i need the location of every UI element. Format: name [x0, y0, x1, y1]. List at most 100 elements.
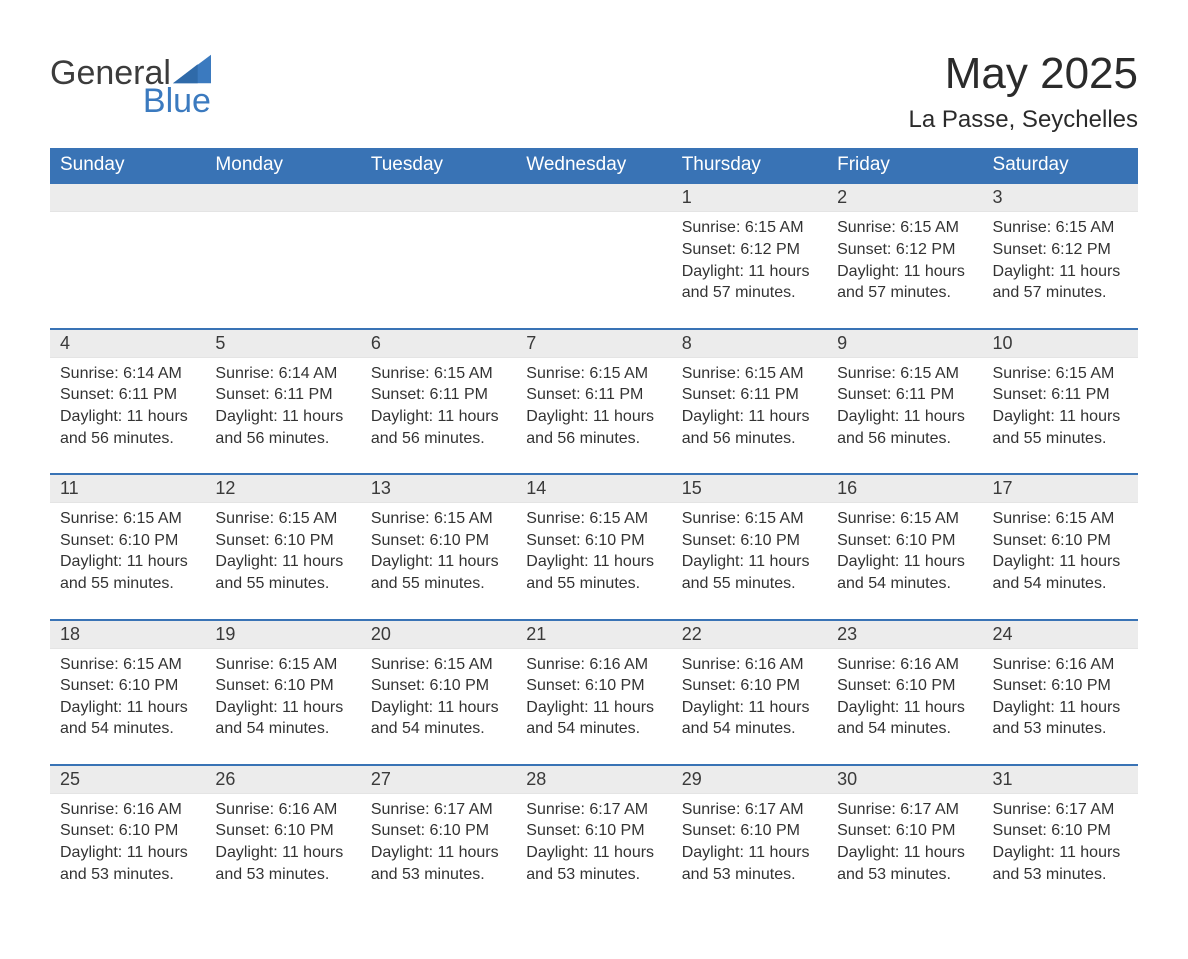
day-details-cell: Sunrise: 6:16 AMSunset: 6:10 PMDaylight:…	[672, 648, 827, 765]
details-row: Sunrise: 6:15 AMSunset: 6:10 PMDaylight:…	[50, 503, 1138, 620]
day-number: 27	[361, 766, 516, 793]
sunrise-text: Sunrise: 6:15 AM	[682, 508, 817, 530]
day-number: 20	[361, 621, 516, 648]
day-details-cell: Sunrise: 6:15 AMSunset: 6:11 PMDaylight:…	[983, 357, 1138, 474]
day-number-cell: 16	[827, 474, 982, 503]
daylight-text: Daylight: 11 hours and 56 minutes.	[837, 406, 972, 449]
day-details-cell: Sunrise: 6:15 AMSunset: 6:10 PMDaylight:…	[50, 648, 205, 765]
weekday-header: Thursday	[672, 148, 827, 183]
day-number: 5	[205, 330, 360, 357]
daylight-text: Daylight: 11 hours and 53 minutes.	[682, 842, 817, 885]
sunrise-text: Sunrise: 6:17 AM	[682, 799, 817, 821]
day-number-cell: 29	[672, 765, 827, 794]
day-details-cell: Sunrise: 6:14 AMSunset: 6:11 PMDaylight:…	[205, 357, 360, 474]
day-number: 19	[205, 621, 360, 648]
calendar-body: 123Sunrise: 6:15 AMSunset: 6:12 PMDaylig…	[50, 183, 1138, 909]
daylight-text: Daylight: 11 hours and 55 minutes.	[993, 406, 1128, 449]
daylight-text: Daylight: 11 hours and 54 minutes.	[371, 697, 506, 740]
daylight-text: Daylight: 11 hours and 57 minutes.	[993, 261, 1128, 304]
sunset-text: Sunset: 6:10 PM	[526, 820, 661, 842]
day-number: 14	[516, 475, 671, 502]
sunset-text: Sunset: 6:10 PM	[682, 675, 817, 697]
daylight-text: Daylight: 11 hours and 54 minutes.	[837, 551, 972, 594]
empty-day	[361, 183, 516, 212]
page-title: May 2025	[909, 50, 1138, 98]
day-number: 12	[205, 475, 360, 502]
sunrise-text: Sunrise: 6:15 AM	[371, 363, 506, 385]
day-number-cell: 31	[983, 765, 1138, 794]
day-number: 30	[827, 766, 982, 793]
daylight-text: Daylight: 11 hours and 56 minutes.	[526, 406, 661, 449]
logo: General Blue	[50, 50, 211, 118]
daylight-text: Daylight: 11 hours and 56 minutes.	[60, 406, 195, 449]
sunset-text: Sunset: 6:10 PM	[215, 820, 350, 842]
sunset-text: Sunset: 6:10 PM	[526, 675, 661, 697]
day-details-cell: Sunrise: 6:15 AMSunset: 6:10 PMDaylight:…	[205, 503, 360, 620]
day-number-cell: 23	[827, 620, 982, 649]
day-number-cell: 28	[516, 765, 671, 794]
day-number-cell: 4	[50, 329, 205, 358]
weekday-header: Saturday	[983, 148, 1138, 183]
sunset-text: Sunset: 6:10 PM	[371, 820, 506, 842]
day-number-cell: 24	[983, 620, 1138, 649]
sunrise-text: Sunrise: 6:14 AM	[60, 363, 195, 385]
daylight-text: Daylight: 11 hours and 56 minutes.	[682, 406, 817, 449]
day-number-cell: 25	[50, 765, 205, 794]
daylight-text: Daylight: 11 hours and 55 minutes.	[371, 551, 506, 594]
sunset-text: Sunset: 6:11 PM	[60, 384, 195, 406]
sunset-text: Sunset: 6:11 PM	[526, 384, 661, 406]
header: General Blue May 2025 La Passe, Seychell…	[50, 50, 1138, 134]
sunrise-text: Sunrise: 6:15 AM	[993, 217, 1128, 239]
day-number-cell: 10	[983, 329, 1138, 358]
sunrise-text: Sunrise: 6:14 AM	[215, 363, 350, 385]
weekday-header: Tuesday	[361, 148, 516, 183]
sunset-text: Sunset: 6:10 PM	[682, 820, 817, 842]
day-details-cell: Sunrise: 6:15 AMSunset: 6:10 PMDaylight:…	[361, 648, 516, 765]
daylight-text: Daylight: 11 hours and 57 minutes.	[682, 261, 817, 304]
day-number-cell: 9	[827, 329, 982, 358]
sunrise-text: Sunrise: 6:16 AM	[993, 654, 1128, 676]
sunrise-text: Sunrise: 6:15 AM	[526, 508, 661, 530]
day-number-cell: 15	[672, 474, 827, 503]
day-details-cell: Sunrise: 6:15 AMSunset: 6:12 PMDaylight:…	[983, 212, 1138, 329]
sunset-text: Sunset: 6:10 PM	[993, 675, 1128, 697]
empty-day	[361, 212, 516, 329]
day-details-cell: Sunrise: 6:15 AMSunset: 6:11 PMDaylight:…	[361, 357, 516, 474]
sunset-text: Sunset: 6:12 PM	[993, 239, 1128, 261]
sunrise-text: Sunrise: 6:15 AM	[993, 508, 1128, 530]
day-number-cell: 21	[516, 620, 671, 649]
day-number-cell: 26	[205, 765, 360, 794]
daylight-text: Daylight: 11 hours and 55 minutes.	[60, 551, 195, 594]
day-number: 10	[983, 330, 1138, 357]
day-number-cell: 3	[983, 183, 1138, 212]
day-details-cell: Sunrise: 6:15 AMSunset: 6:10 PMDaylight:…	[50, 503, 205, 620]
sunset-text: Sunset: 6:10 PM	[60, 675, 195, 697]
day-number: 31	[983, 766, 1138, 793]
day-number-cell: 22	[672, 620, 827, 649]
day-details-cell: Sunrise: 6:17 AMSunset: 6:10 PMDaylight:…	[516, 793, 671, 909]
sunset-text: Sunset: 6:11 PM	[215, 384, 350, 406]
weekday-header: Sunday	[50, 148, 205, 183]
sunset-text: Sunset: 6:10 PM	[371, 530, 506, 552]
day-number: 6	[361, 330, 516, 357]
daynum-row: 45678910	[50, 329, 1138, 358]
day-number: 4	[50, 330, 205, 357]
day-details-cell: Sunrise: 6:15 AMSunset: 6:11 PMDaylight:…	[672, 357, 827, 474]
sunset-text: Sunset: 6:11 PM	[371, 384, 506, 406]
day-number-cell: 17	[983, 474, 1138, 503]
sunrise-text: Sunrise: 6:16 AM	[215, 799, 350, 821]
day-number-cell: 8	[672, 329, 827, 358]
day-number: 24	[983, 621, 1138, 648]
daylight-text: Daylight: 11 hours and 53 minutes.	[60, 842, 195, 885]
sunrise-text: Sunrise: 6:15 AM	[682, 217, 817, 239]
day-details-cell: Sunrise: 6:16 AMSunset: 6:10 PMDaylight:…	[50, 793, 205, 909]
daylight-text: Daylight: 11 hours and 53 minutes.	[371, 842, 506, 885]
day-number-cell: 19	[205, 620, 360, 649]
empty-day	[50, 183, 205, 212]
daylight-text: Daylight: 11 hours and 54 minutes.	[682, 697, 817, 740]
day-number-cell: 20	[361, 620, 516, 649]
empty-day	[50, 212, 205, 329]
day-number: 23	[827, 621, 982, 648]
sunset-text: Sunset: 6:10 PM	[993, 820, 1128, 842]
daylight-text: Daylight: 11 hours and 56 minutes.	[215, 406, 350, 449]
